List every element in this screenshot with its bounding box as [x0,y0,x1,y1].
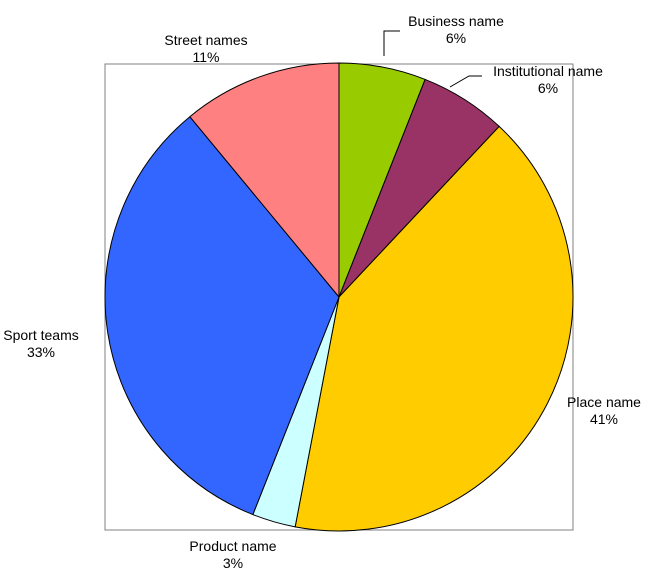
label-street-names: Street names 11% [164,32,247,66]
leader-lines-group [383,30,482,88]
label-sport-teams: Sport teams 33% [3,327,78,361]
slices-group [104,62,574,532]
label-sport-teams-value: 33% [26,344,56,360]
label-street-names-value: 11% [192,49,220,65]
label-sport-teams-text: Sport teams [3,327,79,343]
label-business-name-text: Business name [408,13,504,29]
leader-business-name [383,30,400,56]
label-place-name: Place name 41% [567,394,641,428]
label-business-name: Business name 6% [408,13,504,47]
label-product-name: Product name 3% [189,538,276,572]
label-street-names-text: Street names [164,32,248,48]
label-product-name-text: Product name [189,538,277,554]
slice-street-names [189,62,340,299]
label-place-name-value: 41% [589,411,619,427]
label-institutional-name: Institutional name 6% [493,63,603,97]
slice-sport-teams [104,115,340,516]
label-institutional-name-text: Institutional name [493,63,603,79]
label-business-name-value: 6% [445,30,467,46]
label-product-name-value: 3% [222,555,244,571]
leader-institutional-name [449,75,482,88]
label-institutional-name-value: 6% [537,80,559,96]
label-place-name-text: Place name [567,394,641,410]
slice-place-name [294,125,574,532]
